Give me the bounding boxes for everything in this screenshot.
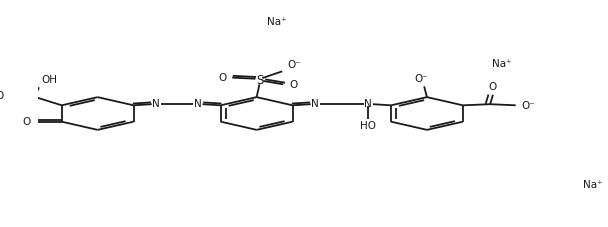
Text: N: N <box>311 99 319 109</box>
Text: O: O <box>289 80 297 90</box>
Text: O: O <box>489 82 497 92</box>
Text: Na⁺: Na⁺ <box>583 180 603 190</box>
Text: O: O <box>218 73 227 83</box>
Text: O⁻: O⁻ <box>521 101 535 111</box>
Text: N: N <box>364 99 372 109</box>
Text: N: N <box>153 99 160 109</box>
Text: N: N <box>194 99 202 109</box>
Text: HO: HO <box>361 121 376 131</box>
Text: OH: OH <box>42 75 58 85</box>
Text: Na⁺: Na⁺ <box>267 17 286 27</box>
Text: O: O <box>0 91 4 101</box>
Text: S: S <box>256 74 263 87</box>
Text: O⁻: O⁻ <box>288 60 302 70</box>
Text: O: O <box>23 117 31 127</box>
Text: Na⁺: Na⁺ <box>492 59 512 69</box>
Text: O⁻: O⁻ <box>415 74 428 84</box>
